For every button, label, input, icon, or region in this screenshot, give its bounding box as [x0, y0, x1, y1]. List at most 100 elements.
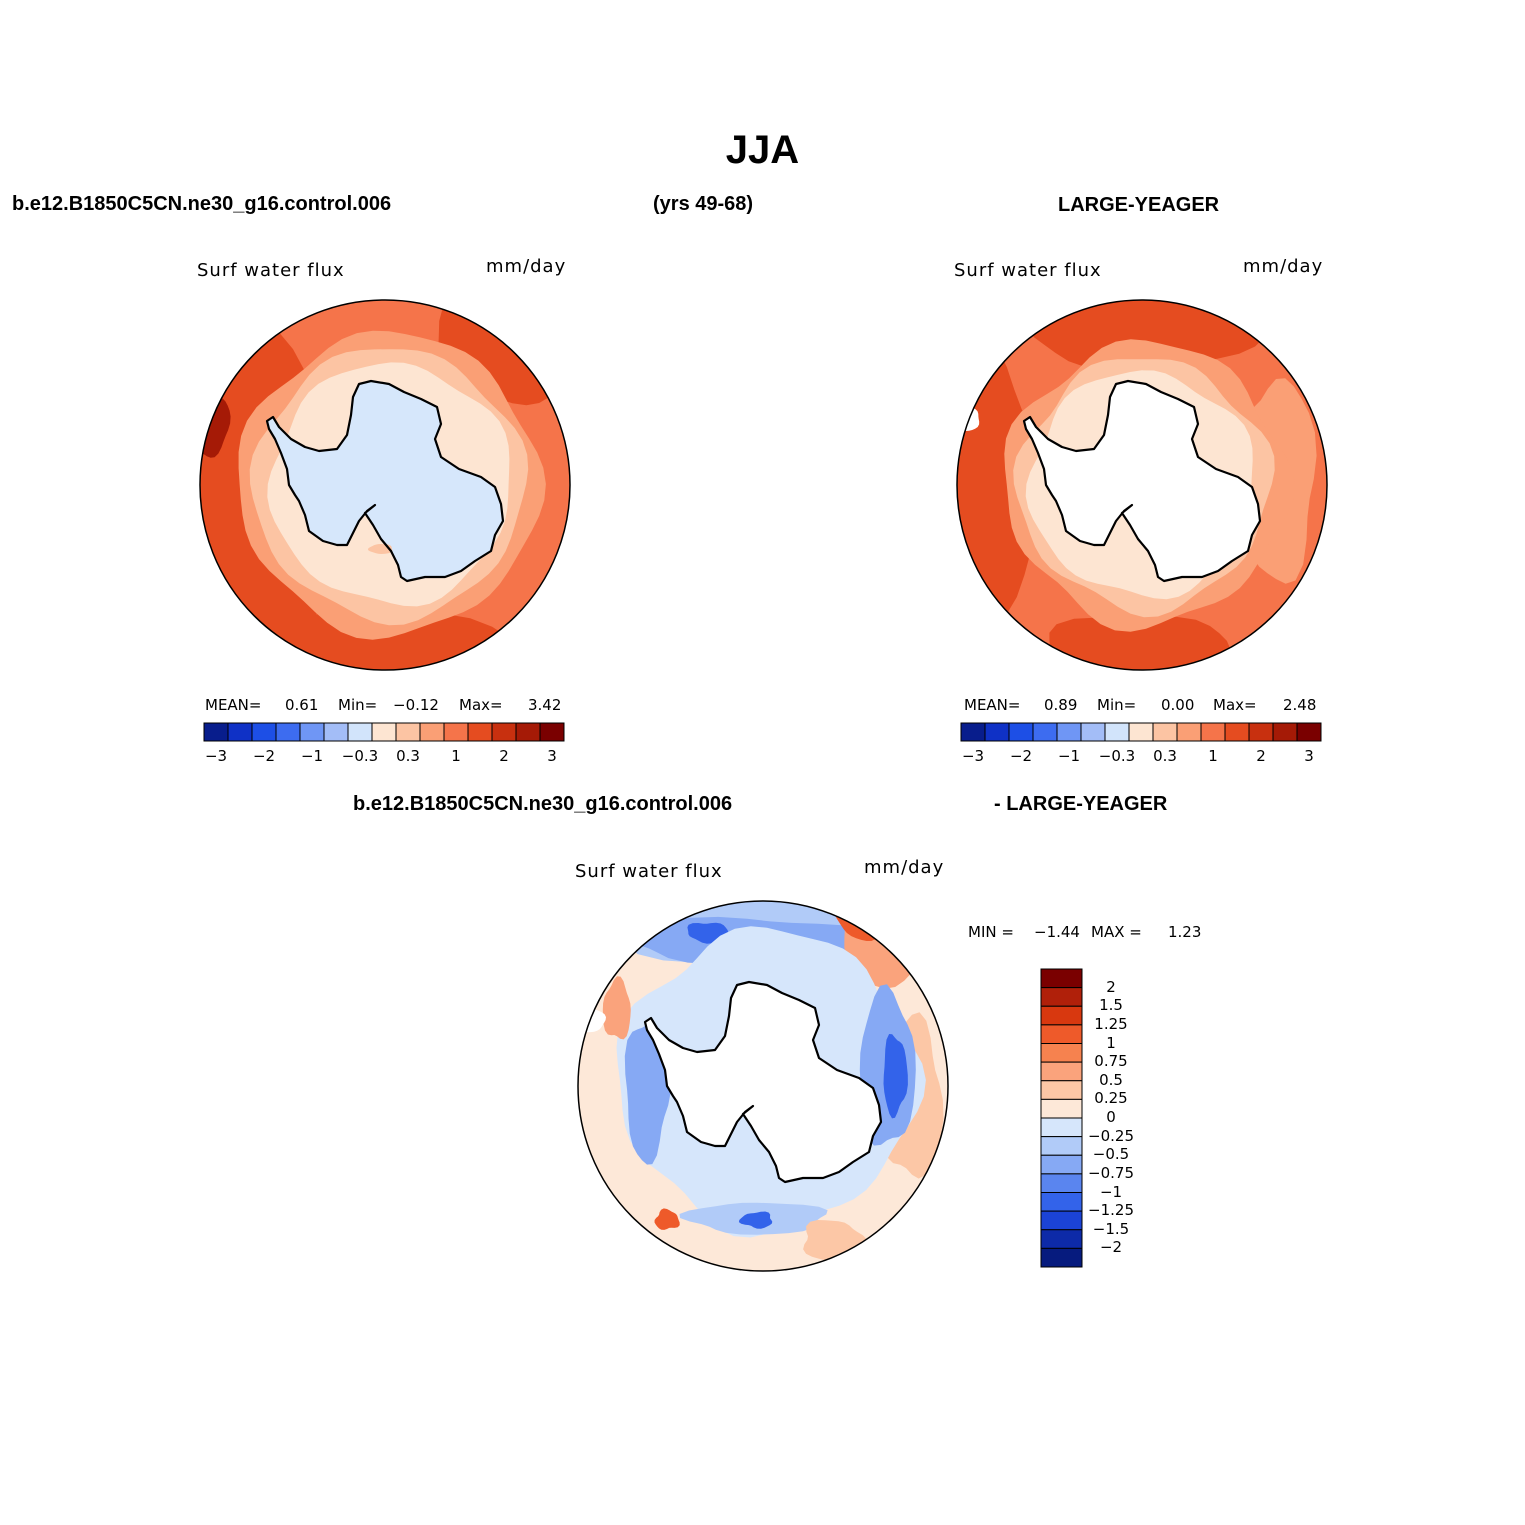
colorbar-swatch [1080, 722, 1106, 742]
colorbar-swatch [1176, 722, 1202, 742]
colorbar-swatch [1224, 722, 1250, 742]
colorbar-swatch [491, 722, 517, 742]
antarctica-coastline [643, 980, 883, 1184]
panel2-min-label: Min= [1097, 696, 1137, 714]
colorbar-tick-label: 1 [1106, 1033, 1116, 1052]
colorbar-swatch [1032, 722, 1058, 742]
colorbar-swatch [203, 722, 229, 742]
colorbar-tick-label: 0.3 [396, 747, 420, 765]
colorbar-swatch [1272, 722, 1298, 742]
colorbar-tick-label: 3 [1304, 747, 1314, 765]
colorbar-swatch [251, 722, 277, 742]
panel2-colorbar [960, 722, 1322, 742]
colorbar-tick-label: 1.25 [1094, 1014, 1128, 1033]
colorbar-swatch [1248, 722, 1274, 742]
colorbar-tick-label: −0.3 [341, 747, 379, 765]
panel1-max-value: 3.42 [528, 696, 562, 714]
colorbar-tick-label: −0.75 [1088, 1163, 1134, 1182]
colorbar-tick-label: 2 [1106, 977, 1116, 996]
colorbar-swatch [1040, 1043, 1083, 1063]
colorbar-swatch [1040, 1247, 1083, 1268]
colorbar-tick-label: 2 [499, 747, 509, 765]
colorbar-tick-label: 1.5 [1099, 996, 1123, 1015]
panel1-map [199, 299, 571, 671]
panel3-units: mm/day [864, 857, 945, 878]
field-band [1049, 616, 1231, 670]
colorbar-swatch [1104, 722, 1130, 742]
field-band [957, 407, 980, 431]
panel1-mean-label: MEAN= [205, 696, 262, 714]
field-band [1024, 381, 1260, 581]
colorbar-swatch [1008, 722, 1034, 742]
colorbar-tick-label: 0.3 [1153, 747, 1177, 765]
field-band [267, 381, 503, 581]
colorbar-tick-label: −1 [1099, 1182, 1123, 1201]
antarctica-coastline [1022, 379, 1262, 583]
colorbar-swatch [371, 722, 397, 742]
colorbar-swatch [1200, 722, 1226, 742]
panel3-min-label: MIN = [968, 923, 1014, 941]
colorbar-swatch [1040, 1136, 1083, 1156]
colorbar-swatch [1296, 722, 1322, 742]
panel3-max-value: 1.23 [1168, 923, 1202, 941]
field-band [624, 1023, 672, 1165]
colorbar-tick-label: −1.5 [1092, 1219, 1130, 1238]
colorbar-swatch [960, 722, 986, 742]
colorbar-tick-label: −1 [300, 747, 324, 765]
field-band [738, 1211, 773, 1229]
colorbar-swatch [515, 722, 541, 742]
colorbar-tick-label: −1 [1057, 747, 1081, 765]
colorbar-swatch [1040, 1210, 1083, 1231]
panel2-variable: Surf water flux [954, 260, 1102, 281]
panel1-variable: Surf water flux [197, 260, 345, 281]
colorbar-swatch [395, 722, 421, 742]
colorbar-tick-label: −0.3 [1098, 747, 1136, 765]
field-band [654, 1208, 680, 1230]
colorbar-swatch [1128, 722, 1154, 742]
colorbar-tick-label: 0 [1106, 1108, 1116, 1126]
field-band [645, 982, 881, 1182]
panel2-mean-value: 0.89 [1044, 696, 1078, 714]
field-band [883, 1034, 908, 1119]
colorbar-swatch [467, 722, 493, 742]
colorbar-swatch [1040, 1080, 1083, 1100]
panel3-map [577, 900, 949, 1272]
colorbar-swatch [1040, 1192, 1083, 1212]
colorbar-tick-label: 0.75 [1094, 1052, 1128, 1071]
colorbar-tick-label: 2 [1256, 747, 1266, 765]
case1-label: b.e12.B1850C5CN.ne30_g16.control.006 [12, 193, 392, 215]
panel3-colorbar [1040, 968, 1083, 1268]
colorbar-swatch [1056, 722, 1082, 742]
colorbar-swatch [1040, 1229, 1083, 1249]
colorbar-swatch [1040, 1173, 1083, 1193]
panel1-min-label: Min= [338, 696, 378, 714]
colorbar-swatch [1040, 987, 1083, 1007]
colorbar-swatch [227, 722, 253, 742]
map-border [577, 900, 949, 1272]
colorbar-tick-label: −2 [252, 747, 276, 765]
years-label: (yrs 49-68) [653, 193, 754, 215]
panel2-mean-label: MEAN= [964, 696, 1021, 714]
colorbar-tick-label: −2 [1099, 1238, 1123, 1257]
panel2-units: mm/day [1243, 256, 1324, 277]
colorbar-swatch [1040, 1098, 1083, 1119]
diff-case1-label: b.e12.B1850C5CN.ne30_g16.control.006 [353, 793, 733, 815]
antarctica-coastline [265, 379, 505, 583]
colorbar-tick-label: 3 [547, 747, 557, 765]
colorbar-swatch [299, 722, 325, 742]
colorbar-swatch [1040, 1154, 1083, 1175]
panel2-map [956, 299, 1328, 671]
panel2-max-label: Max= [1213, 696, 1257, 714]
panel3-min-value: −1.44 [1034, 923, 1080, 941]
colorbar-tick-label: 0.25 [1094, 1089, 1128, 1108]
colorbar-swatch [347, 722, 373, 742]
field-band [602, 976, 631, 1040]
colorbar-tick-label: −2 [1009, 747, 1033, 765]
colorbar-tick-label: −3 [204, 747, 228, 765]
panel2-min-value: 0.00 [1161, 696, 1195, 714]
panel1-colorbar [203, 722, 565, 742]
colorbar-tick-label: 1 [451, 747, 461, 765]
colorbar-tick-label: −1.25 [1088, 1201, 1134, 1220]
map-border [956, 299, 1328, 671]
colorbar-tick-label: 1 [1208, 747, 1218, 765]
